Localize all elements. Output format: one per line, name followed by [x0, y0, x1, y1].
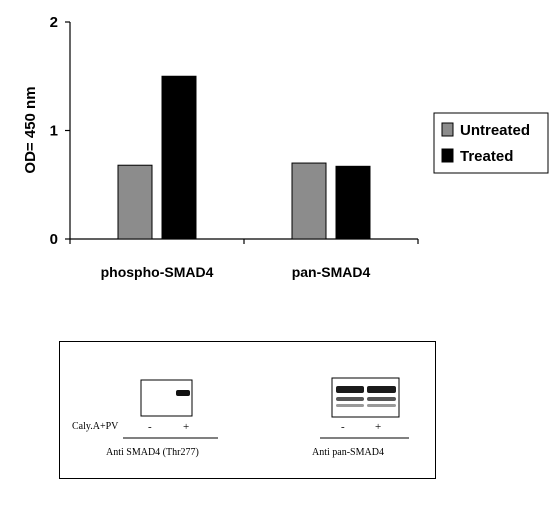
lane2-antibody-label: Anti pan-SMAD4 — [312, 447, 384, 458]
lane1-plus-label: + — [183, 421, 189, 433]
lane2-plus-label: + — [375, 421, 381, 433]
treatment-label: Caly.A+PV — [72, 421, 119, 432]
lane2-minus-label: - — [341, 421, 345, 433]
lane1-minus-label: - — [148, 421, 152, 433]
bar-phospho-smad4-treated — [161, 75, 197, 240]
y-tick-label-2: 2 — [50, 14, 58, 31]
bar-pan-smad4-treated — [335, 165, 371, 240]
y-tick-label-0: 0 — [50, 231, 58, 248]
y-tick-label-1: 1 — [50, 123, 58, 140]
blot-band-pan-untreated-faint — [336, 404, 364, 407]
legend-label-treated: Treated — [460, 148, 513, 165]
blot-band-pan-treated-faint — [367, 404, 396, 407]
plot-area: 0 1 2 phospho-SMAD4 pan-SMAD4 OD= 450 nm — [22, 14, 419, 280]
x-tick-label-0: phospho-SMAD4 — [101, 264, 214, 280]
bar-pan-smad4-untreated — [291, 162, 327, 240]
lane1-antibody-label: Anti SMAD4 (Thr277) — [106, 447, 199, 458]
blot-band-pan-treated-minor — [367, 397, 396, 401]
x-tick-label-1: pan-SMAD4 — [292, 264, 371, 280]
blot-band-pan-untreated-main — [336, 386, 364, 393]
western-blot-panel: Caly.A+PV - + - + Anti SMAD4 (Thr277) An… — [59, 341, 436, 479]
legend-swatch-treated — [441, 148, 454, 163]
chart-legend: Untreated Treated — [433, 112, 549, 174]
bar-phospho-smad4-untreated — [117, 164, 153, 240]
legend-swatch-untreated — [441, 122, 454, 137]
blot-image-phospho — [140, 379, 193, 417]
y-axis-title: OD= 450 nm — [22, 86, 39, 173]
western-blot-figure: Caly.A+PV - + - + Anti SMAD4 (Thr277) An… — [72, 377, 409, 458]
blot-band-phospho-treated — [176, 390, 190, 396]
blot-band-pan-treated-main — [367, 386, 396, 393]
blot-band-pan-untreated-minor — [336, 397, 364, 401]
legend-label-untreated: Untreated — [460, 122, 530, 139]
